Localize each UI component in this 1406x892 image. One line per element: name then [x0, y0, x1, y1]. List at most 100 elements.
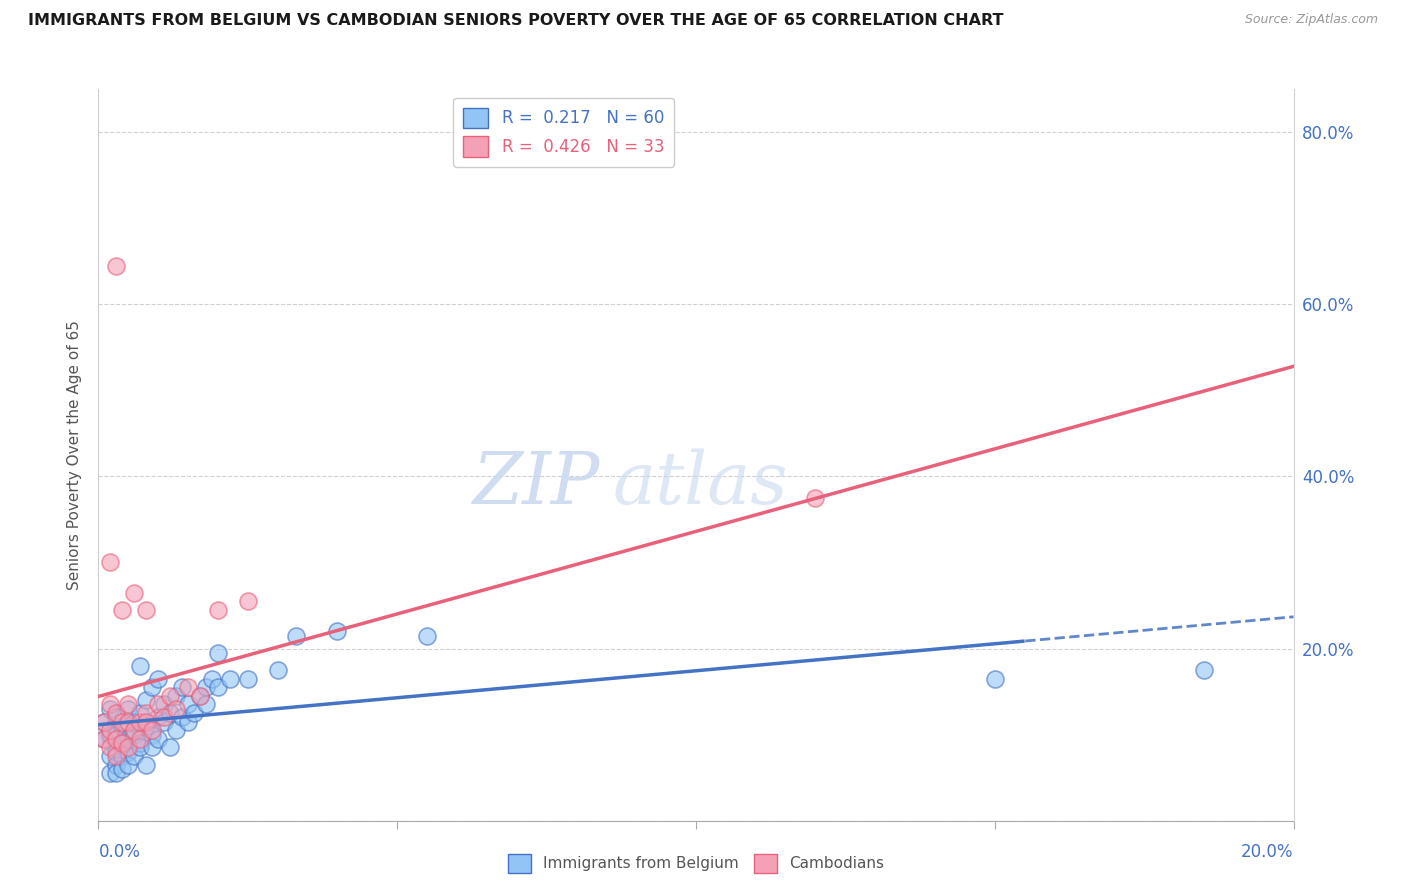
Point — [188, 689, 211, 703]
Point — [117, 757, 139, 772]
Point — [100, 766, 122, 780]
Point — [105, 731, 128, 746]
Point — [124, 585, 146, 599]
Point — [219, 672, 242, 686]
Point — [117, 702, 139, 716]
Point — [267, 663, 290, 677]
Point — [141, 723, 163, 738]
Y-axis label: Seniors Poverty Over the Age of 65: Seniors Poverty Over the Age of 65 — [67, 320, 83, 590]
Point — [195, 698, 218, 712]
Point — [207, 603, 229, 617]
Point — [105, 745, 128, 759]
Point — [1192, 663, 1215, 677]
Point — [129, 736, 152, 750]
Point — [105, 749, 128, 764]
Text: 20.0%: 20.0% — [1241, 843, 1294, 861]
Point — [124, 723, 146, 738]
Point — [105, 757, 128, 772]
Point — [159, 706, 181, 720]
Point — [111, 719, 134, 733]
Point — [111, 762, 134, 776]
Point — [117, 698, 139, 712]
Point — [165, 723, 187, 738]
Point — [195, 680, 218, 694]
Point — [141, 680, 163, 694]
Point — [153, 710, 176, 724]
Point — [141, 740, 163, 755]
Point — [111, 714, 134, 729]
Point — [124, 714, 146, 729]
Point — [188, 689, 211, 703]
Point — [111, 736, 134, 750]
Point — [153, 698, 176, 712]
Point — [100, 749, 122, 764]
Point — [105, 706, 128, 720]
Point — [93, 731, 115, 746]
Point — [129, 714, 152, 729]
Point — [159, 740, 181, 755]
Point — [105, 766, 128, 780]
Point — [804, 491, 827, 505]
Point — [135, 714, 157, 729]
Point — [111, 749, 134, 764]
Point — [111, 603, 134, 617]
Point — [100, 702, 122, 716]
Point — [284, 629, 307, 643]
Point — [93, 714, 115, 729]
Point — [135, 706, 157, 720]
Point — [135, 603, 157, 617]
Point — [148, 672, 170, 686]
Text: IMMIGRANTS FROM BELGIUM VS CAMBODIAN SENIORS POVERTY OVER THE AGE OF 65 CORRELAT: IMMIGRANTS FROM BELGIUM VS CAMBODIAN SEN… — [28, 13, 1004, 29]
Point — [148, 710, 170, 724]
Point — [129, 740, 152, 755]
Point — [326, 624, 349, 639]
Point — [105, 259, 128, 273]
Point — [100, 740, 122, 755]
Point — [236, 594, 259, 608]
Point — [148, 698, 170, 712]
Point — [201, 672, 224, 686]
Point — [165, 689, 187, 703]
Point — [93, 731, 115, 746]
Point — [135, 693, 157, 707]
Point — [236, 672, 259, 686]
Point — [183, 706, 205, 720]
Point — [117, 745, 139, 759]
Point — [100, 698, 122, 712]
Legend: Immigrants from Belgium, Cambodians: Immigrants from Belgium, Cambodians — [502, 848, 890, 879]
Point — [172, 680, 194, 694]
Point — [117, 731, 139, 746]
Point — [172, 710, 194, 724]
Point — [177, 680, 200, 694]
Point — [129, 731, 152, 746]
Point — [117, 740, 139, 755]
Point — [165, 702, 187, 716]
Point — [129, 658, 152, 673]
Point — [129, 706, 152, 720]
Point — [135, 757, 157, 772]
Point — [159, 689, 181, 703]
Point — [93, 714, 115, 729]
Point — [117, 714, 139, 729]
Point — [416, 629, 439, 643]
Text: ZIP: ZIP — [472, 449, 600, 519]
Point — [177, 698, 200, 712]
Point — [100, 556, 122, 570]
Point — [124, 728, 146, 742]
Point — [148, 731, 170, 746]
Point — [135, 719, 157, 733]
Point — [984, 672, 1007, 686]
Point — [153, 714, 176, 729]
Text: Source: ZipAtlas.com: Source: ZipAtlas.com — [1244, 13, 1378, 27]
Point — [141, 728, 163, 742]
Point — [111, 736, 134, 750]
Point — [105, 710, 128, 724]
Point — [105, 728, 128, 742]
Point — [177, 714, 200, 729]
Point — [100, 723, 122, 738]
Text: atlas: atlas — [613, 449, 787, 519]
Point — [124, 749, 146, 764]
Point — [207, 646, 229, 660]
Text: 0.0%: 0.0% — [98, 843, 141, 861]
Point — [100, 728, 122, 742]
